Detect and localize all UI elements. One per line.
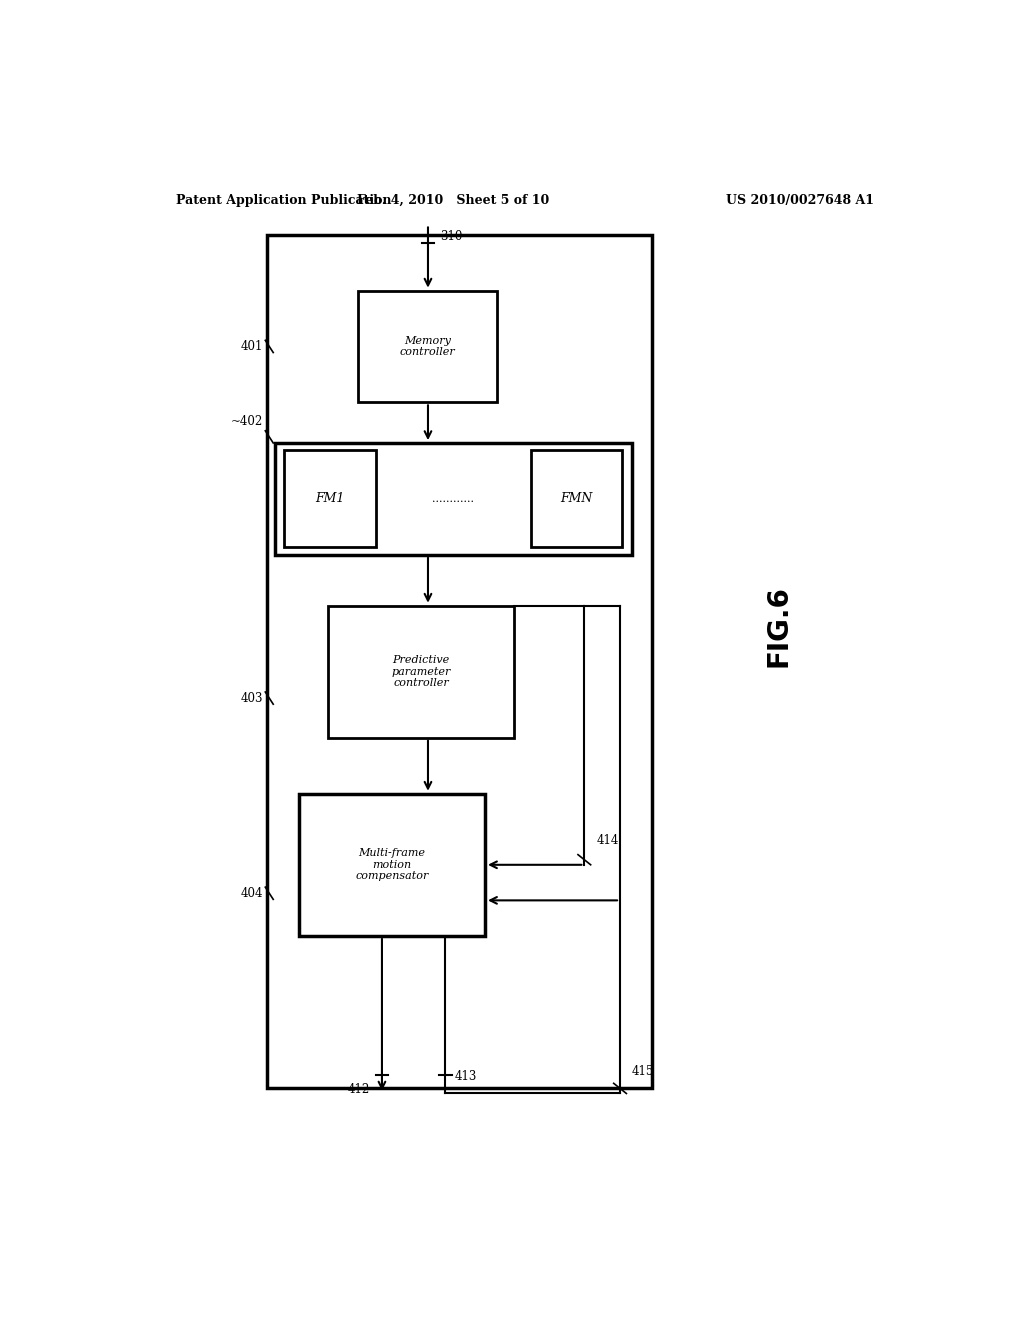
Text: 401: 401 [241,341,263,352]
Text: 403: 403 [241,692,263,705]
Text: 415: 415 [632,1065,654,1078]
Text: ............: ............ [432,494,474,504]
Bar [274,444,632,554]
Bar [531,450,623,546]
Text: 310: 310 [440,230,462,243]
Text: FM1: FM1 [315,492,345,504]
Text: 412: 412 [348,1084,370,1097]
Bar [299,793,485,936]
Text: Memory
controller: Memory controller [399,335,456,358]
Text: Feb. 4, 2010   Sheet 5 of 10: Feb. 4, 2010 Sheet 5 of 10 [357,194,550,207]
Text: Multi-frame
motion
compensator: Multi-frame motion compensator [355,849,429,882]
Bar [328,606,514,738]
Text: Patent Application Publication: Patent Application Publication [176,194,391,207]
Bar [285,450,376,546]
Text: FMN: FMN [560,492,593,504]
Text: 414: 414 [596,833,618,846]
Bar [358,290,497,403]
Text: Predictive
parameter
controller: Predictive parameter controller [391,655,451,688]
Text: US 2010/0027648 A1: US 2010/0027648 A1 [726,194,873,207]
Text: 404: 404 [241,887,263,900]
Text: FIG.6: FIG.6 [765,585,793,667]
Text: ~402: ~402 [230,414,263,428]
Text: 413: 413 [455,1071,477,1084]
Bar [267,235,651,1089]
